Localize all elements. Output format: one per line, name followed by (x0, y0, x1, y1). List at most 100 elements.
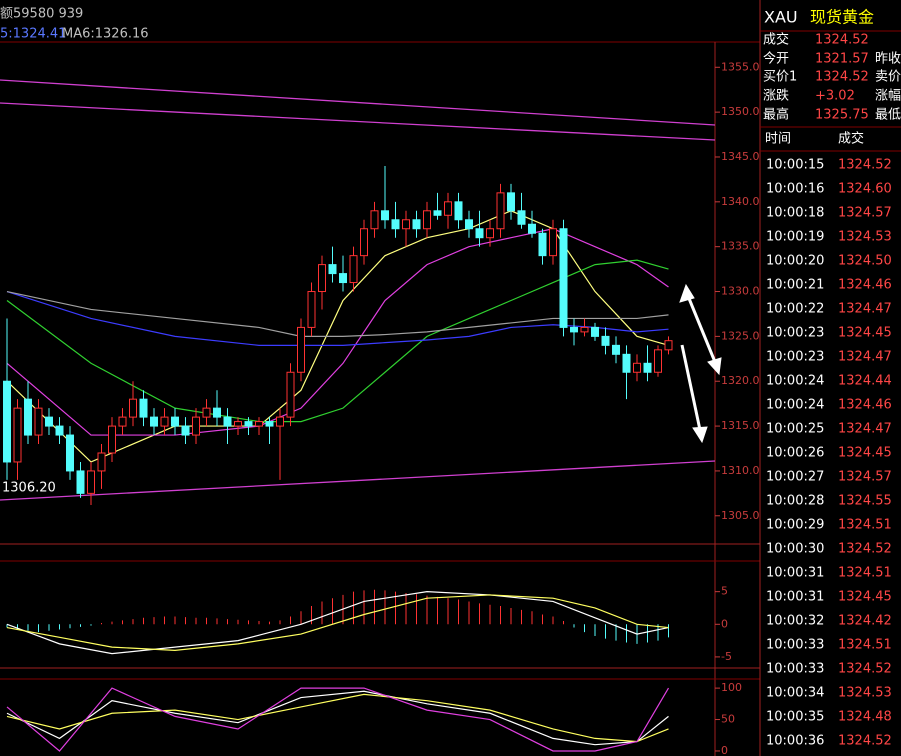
candle-body (265, 421, 274, 427)
trade-price: 1324.51 (838, 566, 892, 581)
candle-body (349, 255, 358, 284)
y-tick-label: 1320.0 (721, 374, 760, 387)
quote-value: 1324.52 (815, 33, 869, 48)
trade-price: 1324.45 (838, 590, 892, 605)
trade-time: 10:00:33 (766, 662, 824, 677)
low-label: 1306.20 (2, 481, 56, 496)
candle-body (664, 340, 673, 351)
trade-price: 1324.46 (838, 398, 892, 413)
trade-price: 1324.46 (838, 278, 892, 293)
candle-body (381, 210, 389, 221)
trade-time: 10:00:23 (766, 326, 824, 341)
trade-price: 1324.53 (838, 230, 892, 245)
candle-body (486, 228, 494, 239)
trade-time: 10:00:23 (766, 350, 824, 365)
candle-body (87, 470, 95, 494)
candle-body (213, 407, 221, 418)
trade-time: 10:00:33 (766, 638, 824, 653)
y-tick-label: 100 (721, 681, 742, 694)
candle-body (412, 219, 421, 230)
y-tick-label: 1305.0 (721, 509, 760, 522)
trade-time: 10:00:35 (766, 710, 824, 725)
candle-body (454, 201, 463, 221)
trade-price: 1324.45 (838, 446, 892, 461)
candle-body (601, 335, 610, 346)
quote-label: 卖价 (875, 70, 901, 85)
trade-price: 1324.47 (838, 302, 892, 317)
trade-price: 1324.57 (838, 206, 892, 221)
trend-line (0, 102, 716, 141)
trade-price: 1324.51 (838, 518, 892, 533)
trade-time: 10:00:25 (766, 422, 824, 437)
trade-time: 10:00:28 (766, 494, 824, 509)
volume-label: 额59580 939 (0, 7, 83, 22)
quote-value: +3.02 (815, 89, 855, 104)
candle-body (528, 223, 536, 234)
trend-line (0, 79, 716, 126)
candle-body (24, 398, 32, 436)
trade-price: 1324.55 (838, 494, 892, 509)
indicator-line (6, 687, 670, 752)
y-tick-label: 1315.0 (721, 419, 760, 432)
trade-price: 1324.45 (838, 326, 892, 341)
y-tick-label: -5 (721, 650, 732, 663)
y-tick-label: 1325.0 (721, 329, 760, 342)
trade-time: 10:00:30 (766, 542, 824, 557)
candle-body (255, 421, 263, 427)
trade-price: 1324.52 (838, 662, 892, 677)
trade-price: 1324.48 (838, 710, 892, 725)
candle-body (622, 353, 631, 373)
candle-body (612, 344, 620, 355)
candle-body (580, 326, 589, 333)
y-tick-label: 1345.0 (721, 150, 760, 163)
trade-time: 10:00:19 (766, 230, 824, 245)
quote-value: 1324.52 (815, 70, 869, 85)
trade-time: 10:00:31 (766, 566, 824, 581)
candle-body (129, 398, 137, 418)
y-tick-label: 1340.0 (721, 195, 760, 208)
candle-body (160, 416, 169, 427)
candle-body (118, 416, 127, 427)
trade-time: 10:00:20 (766, 254, 824, 269)
trade-price: 1324.53 (838, 686, 892, 701)
trade-price: 1324.57 (838, 470, 892, 485)
candle-body (643, 362, 652, 373)
indicator-line (6, 693, 669, 743)
trade-price: 1324.52 (838, 734, 892, 749)
candle-body (423, 210, 431, 230)
candle-body (328, 264, 337, 275)
quote-value: 1321.57 (815, 52, 869, 67)
trade-price: 1324.42 (838, 614, 892, 629)
trade-time: 10:00:27 (766, 470, 824, 485)
candle-body (307, 291, 316, 328)
trade-price: 1324.60 (838, 182, 892, 197)
candle-body (66, 434, 74, 472)
candle-body (181, 425, 190, 436)
indicator-line (6, 594, 669, 651)
candle-body (538, 232, 547, 257)
candle-body (633, 362, 641, 373)
quote-label: 涨幅 (875, 89, 901, 104)
ma6-label: MA6:1326.16 (62, 27, 149, 42)
trade-time: 10:00:24 (766, 374, 824, 389)
candle-body (297, 326, 305, 373)
candle-body (570, 326, 578, 333)
candle-body (55, 425, 64, 436)
candle-body (276, 416, 284, 427)
quote-label: 买价1 (763, 70, 797, 85)
y-tick-label: 50 (721, 713, 735, 726)
trade-price: 1324.47 (838, 350, 892, 365)
trade-time: 10:00:31 (766, 590, 824, 605)
candle-body (318, 264, 326, 293)
symbol: XAU (764, 8, 798, 27)
trade-time: 10:00:36 (766, 734, 824, 749)
trend-line (0, 460, 716, 501)
trade-time: 10:00:18 (766, 206, 824, 221)
trade-time: 10:00:16 (766, 182, 824, 197)
trade-time: 10:00:29 (766, 518, 824, 533)
candle-body (402, 219, 410, 230)
trade-price: 1324.51 (838, 638, 892, 653)
candle-body (444, 201, 452, 216)
candle-body (76, 470, 85, 494)
